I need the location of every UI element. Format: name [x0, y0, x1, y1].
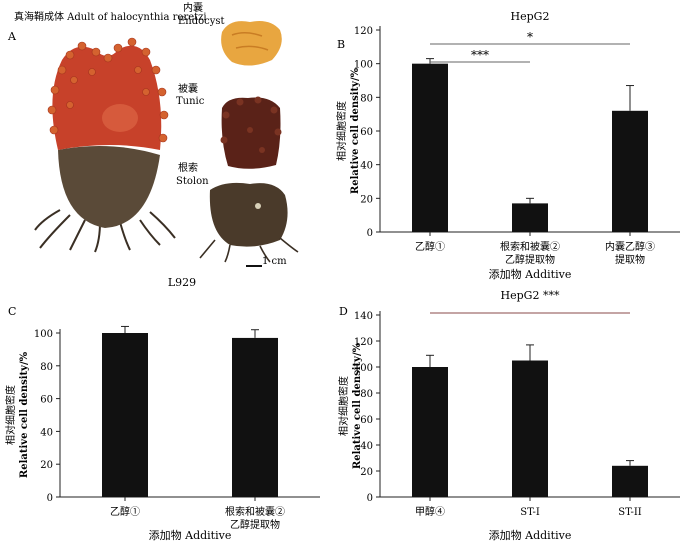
x-category-label: 乙醇①	[110, 505, 140, 518]
bar	[512, 203, 548, 232]
x-axis-label: 添加物 Additive	[489, 528, 572, 542]
panel-d-letter: D	[339, 305, 348, 318]
y-tick-label: 20	[360, 467, 373, 478]
panel-c-chart: C 0 20 40 60 80 100 相对细胞密度 Relative cell density…	[4, 305, 320, 542]
chart-title: L929	[168, 276, 196, 289]
x-category-label: 乙醇①	[415, 240, 445, 253]
y-axis-label-en: Relative cell density/%	[19, 351, 30, 478]
bar	[232, 337, 278, 497]
chart-title: HepG2 ***	[501, 289, 560, 302]
y-tick-label: 100	[354, 60, 373, 71]
significance-label: *	[527, 30, 533, 44]
panel-a-photos: A 真海鞘成体 Adult of halocynthia roretzi 内囊 …	[7, 1, 299, 289]
chart-title: HepG2	[511, 10, 550, 23]
stolon-label-en: Stolon	[176, 176, 209, 187]
bar	[102, 333, 148, 497]
endocyst-label-cn: 内囊	[183, 1, 203, 14]
x-category-label: ST-I	[520, 507, 540, 518]
x-category-label: ST-II	[618, 507, 642, 518]
tunic-label-en: Tunic	[176, 96, 205, 107]
y-tick-label: 60	[40, 395, 53, 406]
x-category-label: 乙醇提取物	[230, 518, 280, 531]
panel-a-letter: A	[7, 30, 17, 43]
tunic-photo	[220, 96, 282, 169]
endocyst-label-en: Endocyst	[178, 16, 225, 27]
y-axis-label-en: Relative cell density/%	[352, 342, 363, 469]
panel-d-chart: D HepG2 *** 0 20 40 60 80 100 120 140 相对细胞密度 Relati…	[337, 289, 680, 542]
tunic-label-cn: 被囊	[178, 82, 198, 95]
y-axis-label-cn: 相对细胞密度	[335, 101, 348, 161]
y-tick-label: 40	[360, 441, 373, 452]
y-tick-label: 140	[354, 311, 373, 322]
bar	[612, 110, 648, 232]
y-tick-label: 60	[360, 415, 373, 426]
y-tick-label: 100	[354, 363, 373, 374]
y-tick-label: 20	[360, 194, 373, 205]
x-category-label: 甲醇④	[415, 505, 445, 518]
endocyst-photo	[221, 21, 282, 66]
y-tick-label: 80	[360, 93, 373, 104]
y-tick-label: 40	[360, 161, 373, 172]
y-axis-label-en: Relative cell density/%	[350, 67, 361, 194]
y-tick-label: 60	[360, 127, 373, 138]
y-tick-label: 0	[47, 493, 53, 504]
y-tick-label: 0	[367, 228, 373, 239]
y-tick-label: 40	[40, 427, 53, 438]
y-axis-label-cn: 相对细胞密度	[337, 376, 350, 436]
bar	[512, 360, 548, 497]
adult-organism-photo	[34, 37, 176, 253]
bar	[412, 367, 448, 497]
panel-b-letter: B	[337, 38, 345, 51]
x-category-label: 内囊乙醇③	[605, 240, 655, 253]
y-tick-label: 80	[40, 362, 53, 373]
x-category-label: 根索和被囊②	[225, 505, 285, 518]
y-tick-label: 20	[40, 460, 53, 471]
y-tick-label: 100	[34, 329, 53, 340]
x-category-label: 乙醇提取物	[505, 253, 555, 266]
stolon-label-cn: 根索	[178, 161, 198, 174]
x-category-label: 根索和被囊②	[500, 240, 560, 253]
panel-b-chart: B HepG2 0 20 40 60 80 100 120 相对细胞密度 Relative cell…	[335, 10, 680, 280]
significance-label: ***	[471, 48, 489, 62]
x-category-label: 提取物	[615, 253, 645, 266]
adult-label: 真海鞘成体 Adult of halocynthia roretzi	[14, 10, 207, 23]
bar	[412, 63, 448, 232]
y-tick-label: 80	[360, 389, 373, 400]
y-tick-label: 120	[354, 337, 373, 348]
y-tick-label: 0	[367, 493, 373, 504]
y-axis-label-cn: 相对细胞密度	[4, 385, 17, 445]
x-axis-label: 添加物 Additive	[149, 528, 232, 542]
scale-bar-label: 1 cm	[262, 256, 287, 267]
stolon-photo	[199, 182, 299, 263]
panel-c-letter: C	[8, 305, 16, 318]
y-tick-label: 120	[354, 26, 373, 37]
bar	[612, 465, 648, 497]
x-axis-label: 添加物 Additive	[489, 267, 572, 280]
